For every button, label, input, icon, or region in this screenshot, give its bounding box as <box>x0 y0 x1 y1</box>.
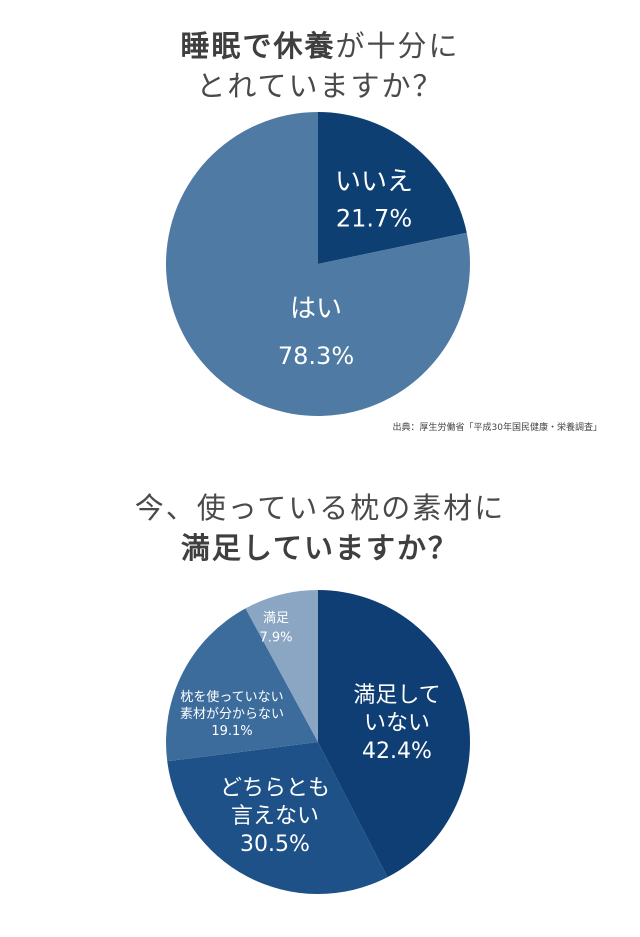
pie-chart-pillow: 満足していない 42.4% どちらとも言えない 30.5% 枕を使っていない素材が分から… <box>166 590 471 894</box>
pie-chart-sleep: いいえ 21.7% はい 78.3% <box>165 112 470 416</box>
chart2-title-bold: 満足していますか？ <box>180 531 460 565</box>
chart2-title-line1: 今、使っている枕の素材に <box>134 491 506 525</box>
pie-slice-3 <box>166 608 318 762</box>
slice-value-2: 30.5% <box>240 832 310 857</box>
pie-slice-2 <box>165 112 470 416</box>
chart1-title-line2: とれていますか？ <box>196 69 444 103</box>
slice-value-1: 42.4% <box>362 739 432 764</box>
chart1-title-bold: 睡眠で休養 <box>180 29 336 63</box>
slice-value-2: 78.3% <box>278 342 354 370</box>
slice-value-3: 19.1% <box>211 724 252 739</box>
source-note: 出典：厚生労働省「平成30年国民健康・栄養調査」 <box>392 423 602 433</box>
slice-value-4: 7.9% <box>259 631 292 646</box>
slice-label-1: 満足していない <box>353 683 440 736</box>
chart1-title-rest: が十分に <box>335 29 460 63</box>
slice-label-4: 満足 <box>263 611 289 626</box>
slice-value-1: 21.7% <box>336 204 412 232</box>
pie-slice-4 <box>245 590 318 742</box>
slice-label-2: どちらとも言えない <box>220 776 330 829</box>
pie-slice-2 <box>167 742 388 894</box>
chart2-title: 今、使っている枕の素材に 満足していますか？ <box>0 488 640 568</box>
slice-label-1: いいえ <box>335 167 413 197</box>
pie-slice-1 <box>318 590 471 878</box>
chart1-title: 睡眠で休養が十分に とれていますか？ <box>0 26 640 106</box>
slice-label-2: はい <box>290 294 342 324</box>
pie-slice-1 <box>318 112 467 264</box>
slice-label-3: 枕を使っていない素材が分からない <box>180 689 284 722</box>
